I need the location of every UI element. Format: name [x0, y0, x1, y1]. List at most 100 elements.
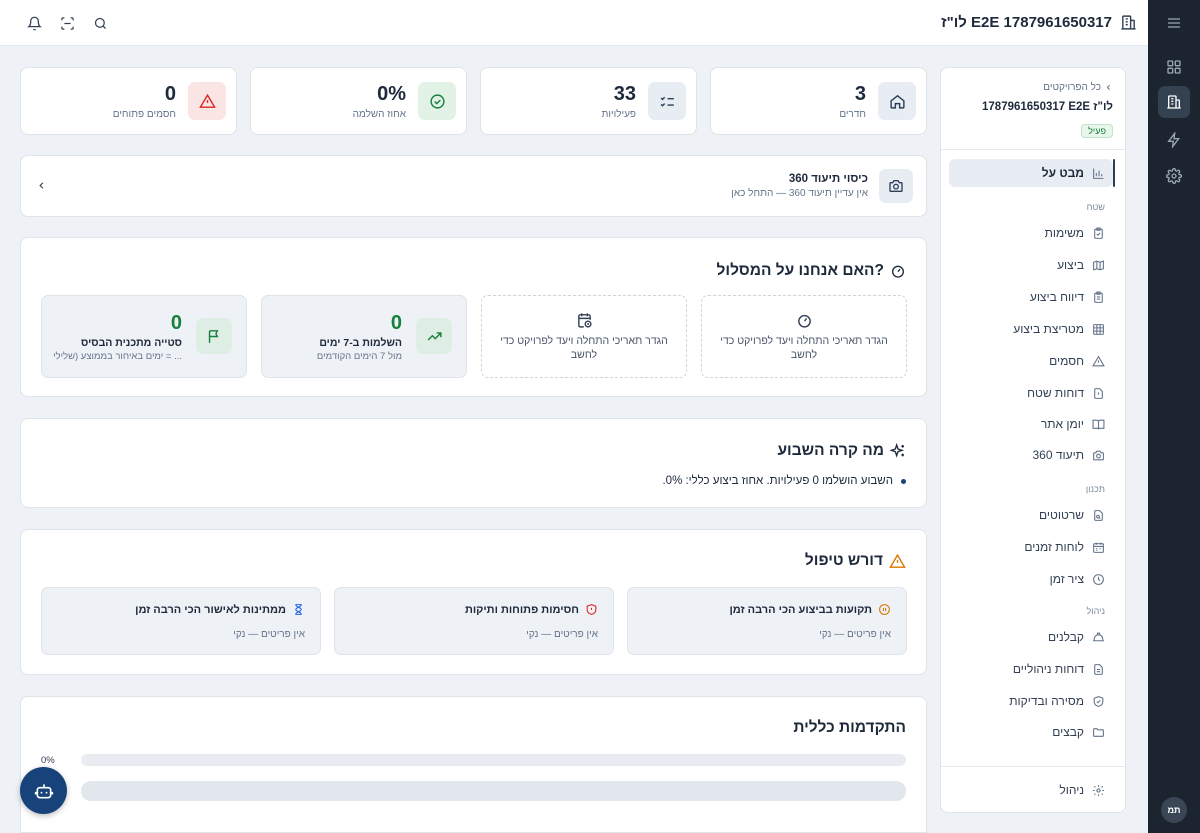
nav-overview[interactable]: מבט על — [949, 159, 1115, 187]
shield-check-icon — [1093, 695, 1104, 707]
nav-execution-matrix[interactable]: מטריצת ביצוע — [949, 315, 1113, 343]
bell-icon[interactable] — [24, 13, 44, 33]
grid-icon — [1093, 323, 1104, 335]
nav-management-reports[interactable]: דוחות ניהוליים — [949, 655, 1113, 683]
nav-tasks[interactable]: משימות — [949, 219, 1113, 247]
group-label-field: שטח — [1086, 202, 1105, 212]
checklist-icon — [648, 82, 686, 120]
nav-contractors[interactable]: קבלנים — [949, 623, 1113, 651]
coverage-card[interactable]: כיסוי תיעוד 360 אין עדיין תיעוד 360 — הת… — [20, 155, 927, 217]
nav-handover[interactable]: מסירה ובדיקות — [949, 687, 1113, 715]
on-track-heading: האם אנחנו על המסלול? — [717, 262, 906, 280]
nav-admin[interactable]: ניהול — [949, 776, 1113, 804]
stat-value: 0 — [164, 83, 176, 105]
nav-360-documentation[interactable]: 360 תיעוד — [949, 441, 1113, 469]
nav-overview-label: מבט על — [1041, 166, 1084, 180]
progress-title: התקדמות כללית — [793, 719, 906, 736]
attention-item-sub: אין פריטים — נקי — [819, 629, 891, 640]
gauge-icon — [796, 312, 813, 329]
completions-label: השלמות ב-7 ימים — [319, 337, 402, 349]
nav-schedules[interactable]: לוחות זמנים — [949, 533, 1113, 561]
weekly-title: מה קרה השבוע — [777, 442, 884, 459]
set-dates-tile[interactable]: הגדר תאריכי התחלה ויעד לפרויקט כדי לחשב — [701, 295, 907, 378]
nav-field-reports[interactable]: דוחות שטח — [949, 379, 1113, 407]
search-icon[interactable] — [90, 13, 110, 33]
menu-icon[interactable] — [1158, 7, 1190, 39]
bar-chart-icon — [1093, 168, 1104, 179]
stat-label: חדרים — [839, 109, 866, 120]
alert-triangle-icon — [188, 82, 226, 120]
coverage-subtitle: אין עדיין תיעוד 360 — התחל כאן — [731, 188, 868, 199]
nav-label: לוחות זמנים — [1024, 540, 1084, 554]
project-name: 1787961650317 E2E לו"ז — [982, 101, 1113, 113]
stat-card-completion: 0% אחוז השלמה — [250, 67, 467, 135]
home-icon — [878, 82, 916, 120]
stat-card-open-blockers: 0 חסמים פתוחים — [20, 67, 237, 135]
completions-value: 0 — [390, 312, 402, 334]
attention-item-stuck[interactable]: תקועות בביצוע הכי הרבה זמן אין פריטים — … — [627, 587, 907, 655]
attention-item-pending-approval[interactable]: ממתינות לאישור הכי הרבה זמן אין פריטים —… — [41, 587, 321, 655]
hard-hat-icon — [1093, 632, 1104, 641]
project-sidebar: כל הפרויקטים 1787961650317 E2E לו"ז פעיל… — [940, 67, 1126, 813]
settings-gear-icon[interactable] — [1158, 160, 1190, 192]
bot-icon — [34, 783, 53, 798]
scan-icon[interactable] — [57, 13, 77, 33]
nav-files[interactable]: קבצים — [949, 718, 1113, 746]
warning-triangle-icon — [889, 553, 906, 568]
chevron-left-icon[interactable] — [36, 180, 47, 191]
nav-timeline[interactable]: ציר זמן — [949, 565, 1113, 593]
flag-icon — [196, 318, 232, 354]
status-badge: פעיל — [1081, 124, 1113, 138]
assistant-bot-button[interactable] — [20, 767, 67, 814]
attention-item-title: ממתינות לאישור הכי הרבה זמן — [135, 603, 286, 616]
trending-up-icon — [416, 318, 452, 354]
nav-label: שרטוטים — [1039, 508, 1084, 522]
deviation-tile: 0 סטייה מתכנית הבסיס ימים באיחור בממוצע … — [41, 295, 247, 378]
map-icon — [1093, 259, 1104, 271]
nav-drawings[interactable]: שרטוטים — [949, 501, 1113, 529]
group-label-management: ניהול — [1086, 606, 1105, 616]
hourglass-icon — [295, 604, 302, 615]
deviation-sub: ימים באיחור בממוצע (שלילי = ... — [53, 351, 182, 362]
weekly-summary-card: מה קרה השבוע השבוע הושלמו 0 פעילויות. אח… — [20, 418, 927, 508]
nav-execution[interactable]: ביצוע — [949, 251, 1113, 279]
nav-site-diary[interactable]: יומן אתר — [949, 410, 1113, 438]
attention-title: דורש טיפול — [804, 552, 883, 569]
stat-label: אחוז השלמה — [352, 109, 406, 120]
file-search-icon — [1094, 509, 1103, 521]
stat-card-rooms: 3 חדרים — [710, 67, 927, 135]
completions-tile: 0 השלמות ב-7 ימים מול 7 הימים הקודמים — [261, 295, 467, 378]
bullet-dot — [901, 478, 906, 484]
camera-icon — [879, 169, 913, 203]
pause-circle-icon — [879, 604, 890, 615]
divider — [941, 149, 1125, 150]
folder-icon — [1093, 727, 1104, 737]
nav-blockers[interactable]: חסמים — [949, 347, 1113, 375]
overall-progress-card: התקדמות כללית 0% — [20, 696, 927, 833]
book-open-icon — [1092, 419, 1105, 429]
attention-item-header: חסימות פתוחות ותיקות — [465, 603, 598, 616]
user-avatar[interactable]: תמ — [1161, 797, 1187, 823]
projects-building-icon[interactable] — [1158, 86, 1190, 118]
coverage-title: כיסוי תיעוד 360 — [788, 173, 868, 185]
attention-item-header: תקועות בביצוע הכי הרבה זמן — [729, 603, 891, 616]
set-dates-tile[interactable]: הגדר תאריכי התחלה ויעד לפרויקט כדי לחשב — [481, 295, 687, 378]
stat-label: פעילויות — [601, 109, 636, 120]
nav-label: קבצים — [1052, 725, 1084, 739]
attention-item-blockers[interactable]: חסימות פתוחות ותיקות אין פריטים — נקי — [334, 587, 614, 655]
weekly-heading: מה קרה השבוע — [777, 442, 906, 460]
dashboard-icon[interactable] — [1158, 51, 1190, 83]
attention-item-sub: אין פריטים — נקי — [526, 629, 598, 640]
lightning-icon[interactable] — [1158, 124, 1190, 156]
attention-item-sub: אין פריטים — נקי — [233, 629, 305, 640]
app-rail: תמ — [1148, 0, 1200, 833]
progress-percent: 0% — [41, 755, 55, 766]
back-to-projects-link[interactable]: כל הפרויקטים — [1043, 82, 1113, 93]
warning-triangle-icon — [1092, 355, 1105, 366]
on-track-card: האם אנחנו על המסלול? הגדר תאריכי התחלה ו… — [20, 237, 927, 397]
stat-value: 0% — [377, 83, 406, 105]
nav-execution-report[interactable]: דיווח ביצוע — [949, 283, 1113, 311]
nav-label: מסירה ובדיקות — [1009, 694, 1084, 708]
clock-icon — [1093, 573, 1104, 585]
stat-card-activities: 33 פעילויות — [480, 67, 697, 135]
